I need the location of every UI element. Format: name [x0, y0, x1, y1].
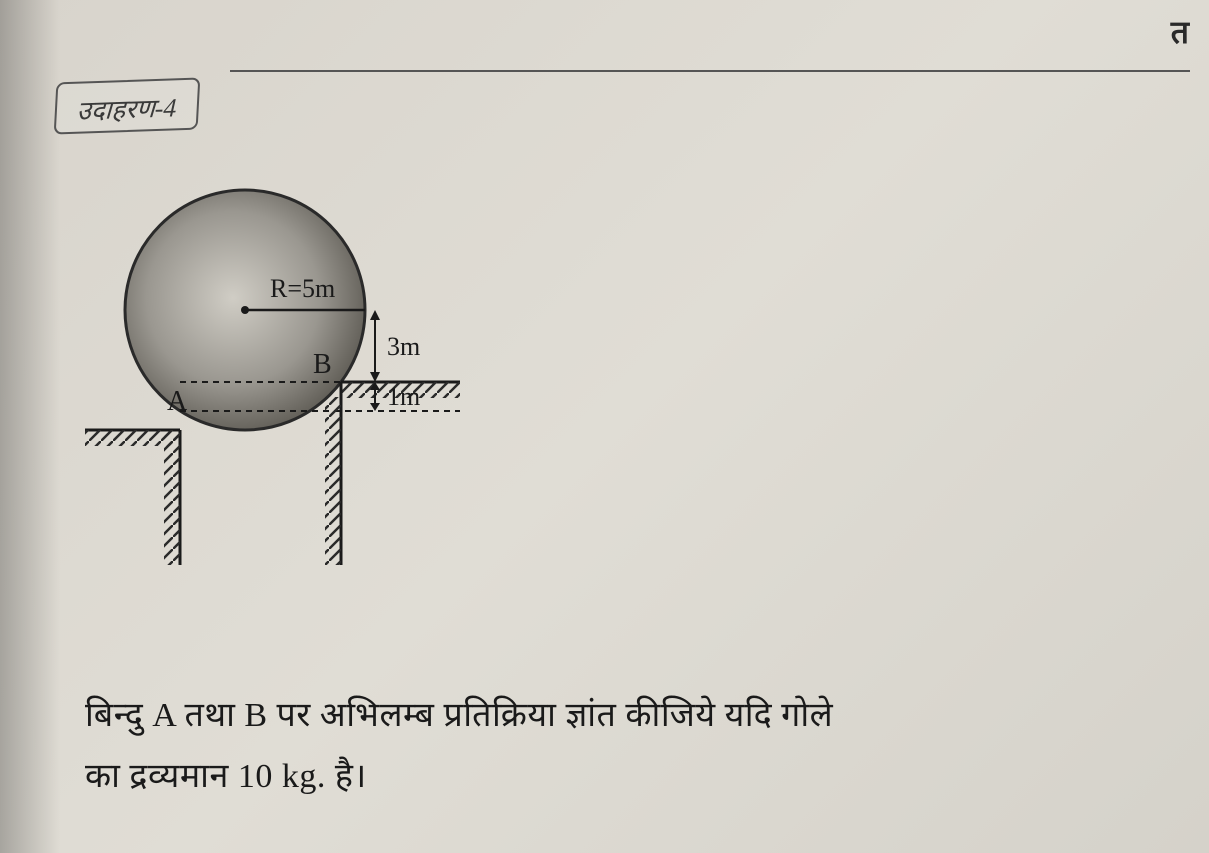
example-label-tab: उदाहरण-4 — [54, 77, 200, 134]
dim-1m-label: 1m — [387, 382, 420, 411]
question-line-2: का द्रव्यमान 10 kg. है। — [85, 758, 367, 795]
radius-label: R=5m — [270, 274, 335, 303]
top-right-character: त — [1171, 10, 1189, 53]
header-rule — [230, 70, 1190, 72]
page-shadow — [0, 0, 60, 853]
point-a-label: A — [167, 386, 188, 417]
dim-3m-arrow-up — [370, 310, 380, 320]
dim-1m-arrow-down — [370, 403, 380, 411]
physics-diagram: R=5m A B 3m — [65, 165, 485, 585]
point-b-label: B — [313, 349, 332, 380]
question-line-1: बिन्दु A तथा B पर अभिलम्ब प्रतिक्रिया ज्… — [85, 697, 833, 734]
question-text: बिन्दु A तथा B पर अभिलम्ब प्रतिक्रिया ज्… — [85, 685, 1189, 807]
left-wall-hatch — [164, 430, 180, 565]
right-wall-hatch — [325, 397, 341, 565]
dim-3m-label: 3m — [387, 332, 420, 361]
